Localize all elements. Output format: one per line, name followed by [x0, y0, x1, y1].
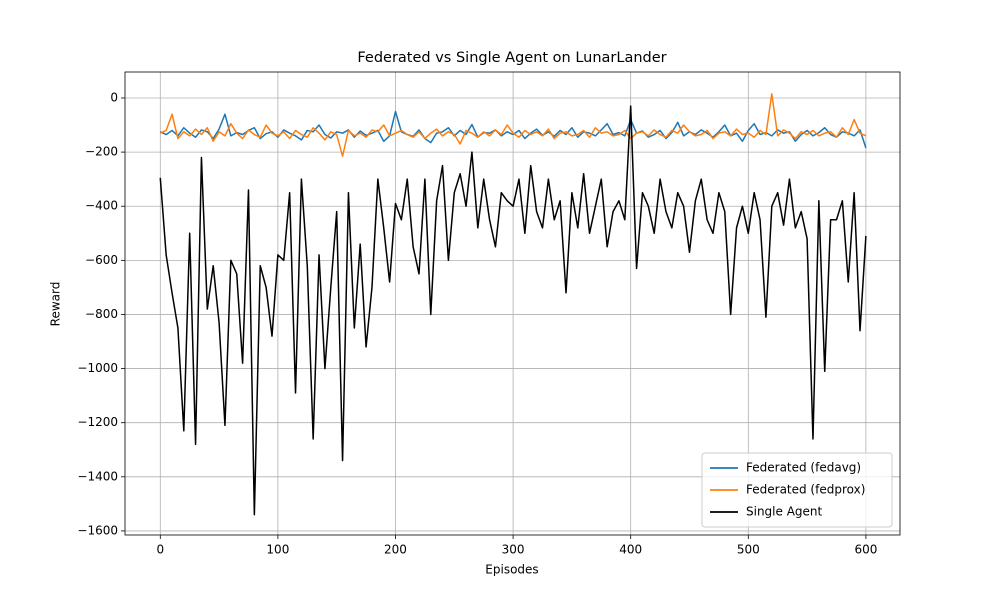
- x-tick-label: 500: [737, 543, 760, 557]
- y-tick-label: −1600: [77, 523, 118, 537]
- y-axis-label: Reward: [49, 282, 63, 327]
- x-tick-label: 0: [156, 543, 164, 557]
- y-tick-label: −400: [85, 199, 118, 213]
- plot-frame: [124, 71, 901, 536]
- x-tick-label: 300: [502, 543, 525, 557]
- y-tick-label: −800: [85, 307, 118, 321]
- series-line: [159, 110, 867, 149]
- x-tick-label: 400: [619, 543, 642, 557]
- y-tick-label: −600: [85, 253, 118, 267]
- series-line: [159, 105, 867, 516]
- legend-label: Single Agent: [746, 505, 823, 519]
- x-axis-label: Episodes: [485, 563, 538, 577]
- legend-box: [701, 452, 893, 528]
- x-tick-label: 600: [854, 543, 877, 557]
- legend-label: Federated (fedprox): [746, 483, 865, 497]
- y-tick-label: 0: [110, 90, 118, 104]
- y-tick-label: −200: [85, 145, 118, 159]
- x-tick-label: 200: [384, 543, 407, 557]
- y-tick-label: −1200: [77, 415, 118, 429]
- x-tick-label: 100: [266, 543, 289, 557]
- legend-label: Federated (fedavg): [746, 461, 861, 475]
- chart-title: Federated vs Single Agent on LunarLander: [357, 50, 666, 66]
- y-tick-label: −1000: [77, 361, 118, 375]
- series-line: [159, 93, 867, 157]
- y-tick-label: −1400: [77, 469, 118, 483]
